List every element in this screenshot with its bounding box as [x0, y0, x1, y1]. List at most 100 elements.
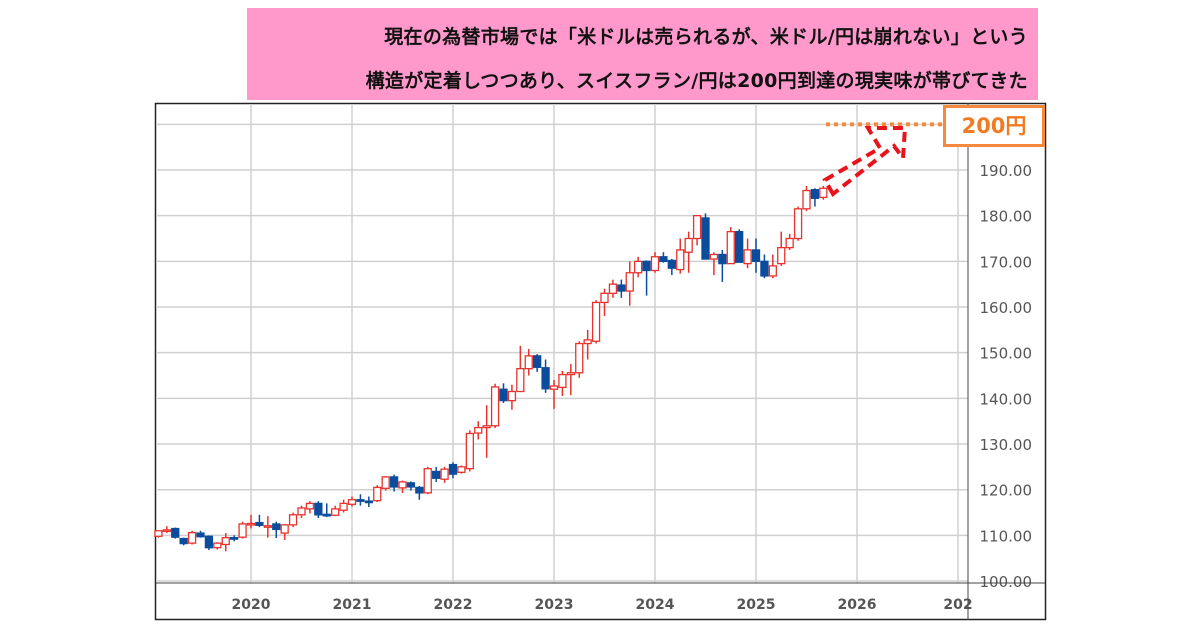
candle-body: [432, 470, 441, 479]
candle-body: [246, 522, 256, 526]
candle: [810, 188, 820, 207]
candles: [154, 185, 828, 552]
candle: [499, 383, 508, 403]
candle: [406, 481, 416, 491]
candle-body: [667, 259, 676, 269]
candle-body: [760, 260, 769, 277]
x-tick-label: 202: [943, 597, 972, 613]
candle: [575, 341, 584, 378]
candle: [331, 505, 340, 517]
x-tick-label: 2021: [333, 597, 372, 613]
candle-body: [718, 253, 727, 265]
chart-frame: [154, 102, 1047, 621]
candle-body: [583, 339, 592, 345]
candle-body: [331, 508, 340, 516]
candle-body: [516, 368, 525, 393]
candle: [448, 462, 458, 479]
candle-body: [339, 502, 348, 511]
candle: [255, 514, 264, 528]
x-tick-label: 2026: [838, 597, 877, 613]
candle: [474, 421, 483, 440]
candle-body: [642, 260, 651, 272]
candle-body: [373, 486, 382, 502]
trend-arrow: [822, 126, 908, 198]
candle-body: [356, 499, 365, 502]
candle: [768, 254, 777, 279]
candle-body: [777, 246, 786, 265]
candle-body: [558, 373, 567, 389]
x-tick-label: 2022: [434, 597, 473, 613]
candle-body: [280, 524, 289, 534]
candle-body: [179, 537, 188, 545]
candle-body: [230, 536, 239, 540]
target-200-label: 200円: [943, 105, 1045, 147]
candle: [263, 516, 272, 538]
candle: [634, 256, 643, 278]
candle: [625, 261, 634, 306]
y-tick-label: 110.00: [980, 527, 1033, 545]
candle: [785, 233, 794, 250]
candle: [297, 505, 306, 519]
candle-body: [634, 260, 643, 274]
candle-body: [768, 265, 777, 277]
candle: [339, 499, 348, 513]
candle: [204, 535, 214, 550]
candle-body: [474, 426, 483, 434]
candle-body: [608, 283, 618, 294]
candle: [819, 185, 828, 200]
candle: [583, 329, 592, 360]
candle: [230, 535, 239, 542]
candle-body: [625, 272, 634, 292]
candle-body: [659, 256, 668, 262]
candle: [751, 238, 761, 273]
candle-body: [389, 476, 399, 488]
candle: [591, 300, 601, 344]
candle: [642, 260, 651, 296]
candle-body: [575, 342, 584, 374]
candle-body: [364, 500, 373, 504]
y-tick-label: 130.00: [980, 436, 1033, 454]
candle: [507, 384, 517, 410]
candle-body: [735, 231, 744, 263]
candle: [659, 252, 668, 263]
candle: [389, 474, 399, 492]
candle-body: [524, 355, 533, 370]
x-tick-label: 2020: [232, 597, 271, 613]
candle: [171, 527, 180, 539]
candle: [566, 364, 575, 396]
candle-body: [423, 468, 432, 494]
candle: [432, 466, 441, 482]
y-tick-label: 140.00: [980, 390, 1033, 408]
candle-body: [314, 502, 323, 516]
candle: [541, 359, 550, 393]
candle: [373, 485, 382, 503]
candle-body: [162, 529, 171, 533]
candle-body: [684, 237, 693, 253]
candle: [272, 521, 281, 539]
candle: [440, 466, 449, 483]
candle: [524, 349, 533, 376]
candle: [280, 523, 289, 540]
candle: [356, 494, 365, 506]
headline-line-1: 現在の為替市場では「米ドルは売られるが、米ドル/円は崩れない」という: [384, 26, 1028, 48]
candle: [608, 279, 618, 298]
candle-body: [154, 530, 163, 537]
candle-body: [272, 523, 281, 531]
y-tick-label: 150.00: [980, 345, 1033, 363]
candle-body: [322, 513, 331, 517]
x-tick-label: 2023: [535, 597, 574, 613]
y-tick-label: 160.00: [980, 299, 1033, 317]
candle-body: [726, 231, 735, 265]
headline-banner: 現在の為替市場では「米ドルは売られるが、米ドル/円は崩れない」という 構造が定着…: [247, 8, 1038, 100]
candle: [381, 475, 390, 491]
candle: [726, 227, 735, 265]
candle-body: [457, 466, 466, 473]
candle: [187, 530, 197, 545]
candle-body: [533, 355, 542, 368]
candle-body: [701, 217, 710, 260]
candle: [760, 254, 769, 279]
candle-body: [490, 386, 500, 427]
candle: [482, 405, 491, 458]
candle-body: [692, 215, 702, 240]
candle-body: [171, 527, 180, 538]
